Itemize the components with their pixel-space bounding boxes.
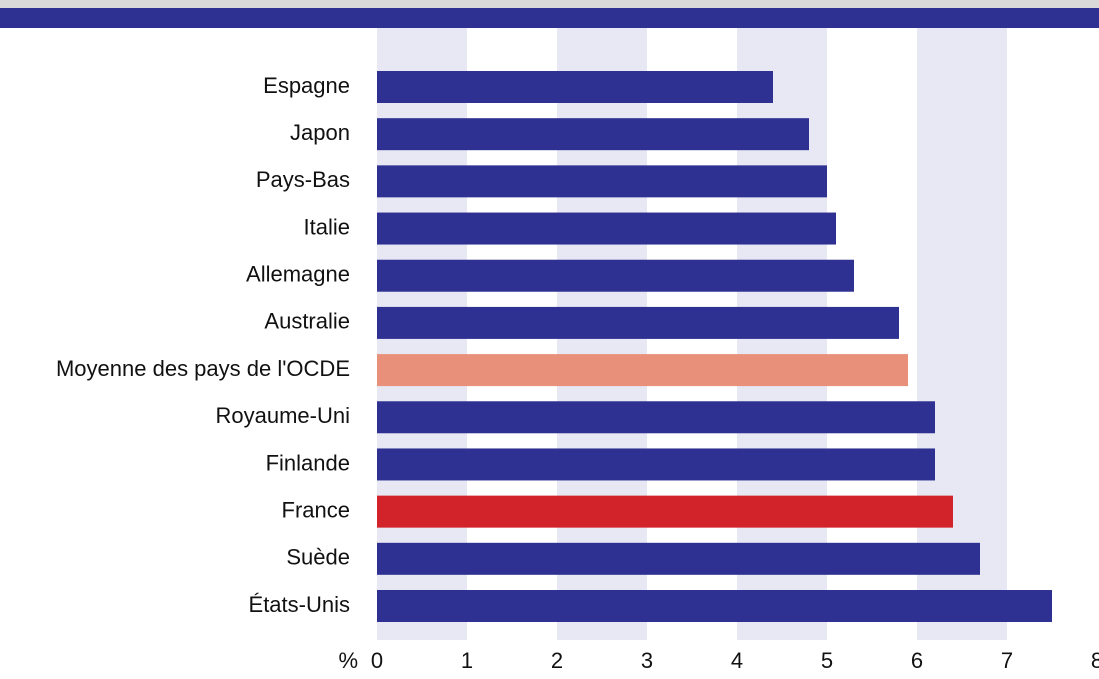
header-band (0, 8, 1099, 28)
y-tick-label: Allemagne (246, 262, 350, 287)
y-tick-label: Finlande (266, 450, 350, 475)
x-tick-label: 6 (911, 648, 923, 673)
bar (377, 259, 854, 292)
bar (377, 306, 899, 339)
y-tick-label: Suède (286, 545, 350, 570)
y-tick-label: Pays-Bas (256, 167, 350, 192)
y-tick-label: États-Unis (249, 592, 350, 617)
x-tick-label: 4 (731, 648, 743, 673)
bar (377, 401, 935, 434)
y-tick-label: Espagne (263, 73, 350, 98)
bar (377, 212, 836, 245)
bar (377, 354, 908, 387)
bar (377, 542, 980, 575)
y-tick-label: Royaume-Uni (216, 403, 351, 428)
bar (377, 118, 809, 151)
x-tick-label: 1 (461, 648, 473, 673)
bar (377, 71, 773, 103)
x-tick-label: 0 (371, 648, 383, 673)
y-tick-label: Moyenne des pays de l'OCDE (56, 356, 350, 381)
y-tick-label: Italie (304, 214, 350, 239)
x-axis-label: % (338, 648, 358, 673)
bar (377, 590, 1052, 622)
x-tick-label: 8 (1091, 648, 1099, 673)
x-tick-label: 3 (641, 648, 653, 673)
y-tick-label: Australie (264, 309, 350, 334)
x-tick-label: 5 (821, 648, 833, 673)
bar (377, 495, 953, 528)
x-tick-label: 2 (551, 648, 563, 673)
x-tick-label: 7 (1001, 648, 1013, 673)
grid-band (917, 28, 1007, 640)
bar (377, 165, 827, 198)
y-tick-label: Japon (290, 120, 350, 145)
bar (377, 448, 935, 481)
y-tick-label: France (282, 497, 350, 522)
